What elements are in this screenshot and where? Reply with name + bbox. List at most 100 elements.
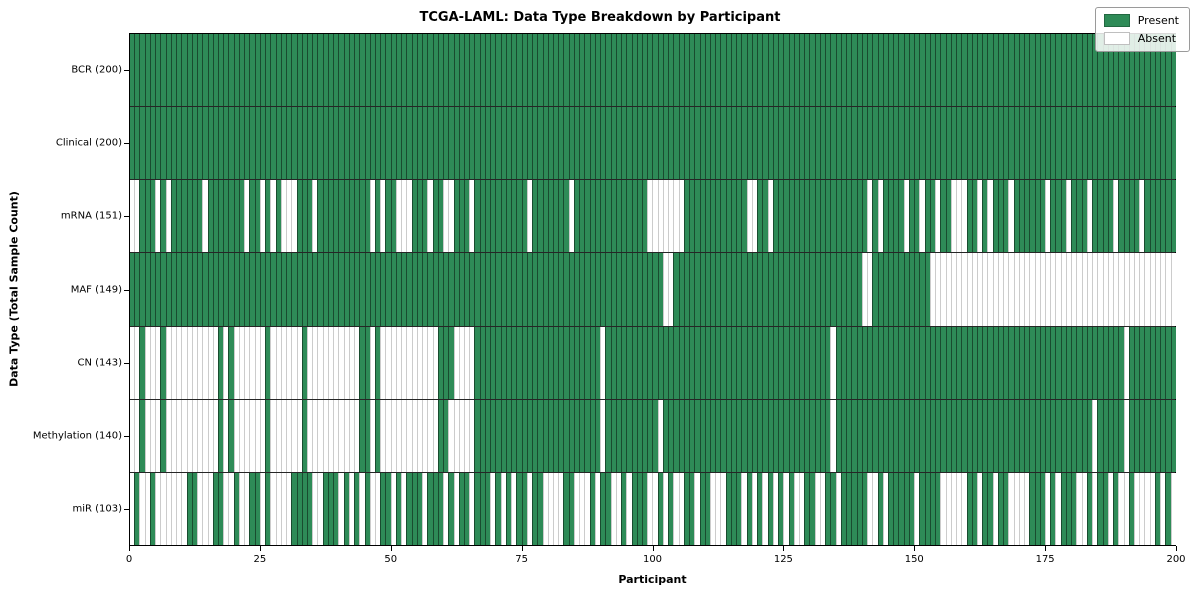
cell-CN-98 bbox=[641, 326, 648, 399]
cell-Methylation-178 bbox=[1060, 399, 1066, 472]
cell-Clinical-60 bbox=[443, 107, 449, 180]
cell-mRNA-148 bbox=[903, 180, 909, 253]
cell-mRNA-173 bbox=[1034, 180, 1040, 253]
cell-miR-46 bbox=[369, 472, 376, 545]
cell-MAF-152 bbox=[924, 253, 930, 326]
cell-BCR-101 bbox=[657, 34, 663, 107]
cell-Methylation-18 bbox=[223, 399, 229, 472]
cell-MAF-190 bbox=[1123, 253, 1129, 326]
cell-mRNA-118 bbox=[746, 180, 752, 253]
cell-Methylation-181 bbox=[1076, 399, 1082, 472]
cell-MAF-59 bbox=[437, 253, 444, 326]
cell-CN-15 bbox=[207, 326, 213, 399]
cell-Clinical-66 bbox=[474, 107, 480, 180]
cell-BCR-128 bbox=[799, 34, 805, 107]
cell-mRNA-194 bbox=[1144, 180, 1150, 253]
cell-MAF-164 bbox=[987, 253, 993, 326]
cell-CN-74 bbox=[516, 326, 522, 399]
cell-Methylation-159 bbox=[961, 399, 967, 472]
cell-mRNA-112 bbox=[715, 180, 721, 253]
cell-Clinical-33 bbox=[301, 107, 307, 180]
cell-MAF-143 bbox=[877, 253, 883, 326]
cell-Methylation-45 bbox=[364, 399, 370, 472]
cell-Methylation-37 bbox=[322, 399, 328, 472]
cell-BCR-59 bbox=[437, 34, 444, 107]
cell-Clinical-176 bbox=[1050, 107, 1056, 180]
cell-Methylation-170 bbox=[1018, 399, 1025, 472]
cell-MAF-95 bbox=[626, 253, 632, 326]
cell-Methylation-62 bbox=[453, 399, 459, 472]
cell-BCR-40 bbox=[338, 34, 344, 107]
cell-miR-31 bbox=[291, 472, 297, 545]
cell-Methylation-107 bbox=[689, 399, 695, 472]
cell-miR-150 bbox=[914, 472, 920, 545]
cell-Clinical-105 bbox=[678, 107, 684, 180]
cell-MAF-66 bbox=[474, 253, 480, 326]
cell-CN-138 bbox=[851, 326, 857, 399]
cell-BCR-178 bbox=[1060, 34, 1066, 107]
cell-miR-76 bbox=[526, 472, 533, 545]
cell-mRNA-8 bbox=[170, 180, 177, 253]
legend-label-present: Present bbox=[1137, 14, 1179, 27]
cell-BCR-60 bbox=[443, 34, 449, 107]
cell-MAF-197 bbox=[1160, 253, 1166, 326]
cell-miR-187 bbox=[1107, 472, 1114, 545]
cell-MAF-35 bbox=[312, 253, 318, 326]
cell-CN-53 bbox=[406, 326, 412, 399]
cell-miR-105 bbox=[678, 472, 684, 545]
cell-MAF-106 bbox=[683, 253, 690, 326]
cell-BCR-198 bbox=[1165, 34, 1171, 107]
cell-CN-165 bbox=[992, 326, 998, 399]
cell-MAF-194 bbox=[1144, 253, 1150, 326]
cell-miR-1 bbox=[134, 472, 140, 545]
cell-mRNA-98 bbox=[641, 180, 648, 253]
cell-MAF-46 bbox=[369, 253, 376, 326]
cell-Clinical-73 bbox=[511, 107, 517, 180]
cell-miR-70 bbox=[495, 472, 501, 545]
cell-Clinical-62 bbox=[453, 107, 459, 180]
cell-BCR-73 bbox=[511, 34, 517, 107]
cell-MAF-97 bbox=[636, 253, 642, 326]
cell-Methylation-41 bbox=[343, 399, 349, 472]
cell-mRNA-78 bbox=[537, 180, 543, 253]
cell-miR-180 bbox=[1071, 472, 1077, 545]
cell-Methylation-85 bbox=[573, 399, 580, 472]
cell-CN-43 bbox=[354, 326, 360, 399]
cell-CN-81 bbox=[552, 326, 559, 399]
cell-Methylation-133 bbox=[825, 399, 831, 472]
cell-BCR-83 bbox=[563, 34, 569, 107]
cell-CN-133 bbox=[825, 326, 831, 399]
legend: Present Absent bbox=[1094, 7, 1190, 52]
cell-Methylation-80 bbox=[547, 399, 553, 472]
heatmap-row-Methylation bbox=[130, 398, 1176, 472]
cell-Methylation-116 bbox=[736, 399, 742, 472]
cell-Clinical-131 bbox=[814, 107, 820, 180]
cell-MAF-193 bbox=[1139, 253, 1145, 326]
cell-miR-64 bbox=[464, 472, 470, 545]
cell-miR-120 bbox=[757, 472, 763, 545]
cell-mRNA-144 bbox=[882, 180, 888, 253]
cell-CN-7 bbox=[165, 326, 171, 399]
cell-Clinical-147 bbox=[898, 107, 904, 180]
cell-MAF-146 bbox=[893, 253, 899, 326]
cell-mRNA-195 bbox=[1149, 180, 1155, 253]
cell-CN-6 bbox=[160, 326, 166, 399]
cell-Methylation-35 bbox=[312, 399, 318, 472]
cell-CN-73 bbox=[511, 326, 517, 399]
cell-BCR-11 bbox=[186, 34, 192, 107]
cell-BCR-31 bbox=[291, 34, 297, 107]
cell-mRNA-52 bbox=[401, 180, 407, 253]
cell-mRNA-44 bbox=[359, 180, 365, 253]
cell-CN-17 bbox=[217, 326, 224, 399]
cell-Clinical-74 bbox=[516, 107, 522, 180]
cell-CN-176 bbox=[1050, 326, 1056, 399]
cell-Clinical-168 bbox=[1008, 107, 1014, 180]
cell-mRNA-183 bbox=[1086, 180, 1093, 253]
cell-MAF-173 bbox=[1034, 253, 1040, 326]
cell-Clinical-38 bbox=[327, 107, 334, 180]
cell-Methylation-33 bbox=[301, 399, 307, 472]
cell-CN-119 bbox=[751, 326, 758, 399]
cell-BCR-62 bbox=[453, 34, 459, 107]
cell-mRNA-117 bbox=[741, 180, 747, 253]
cell-Methylation-193 bbox=[1139, 399, 1145, 472]
